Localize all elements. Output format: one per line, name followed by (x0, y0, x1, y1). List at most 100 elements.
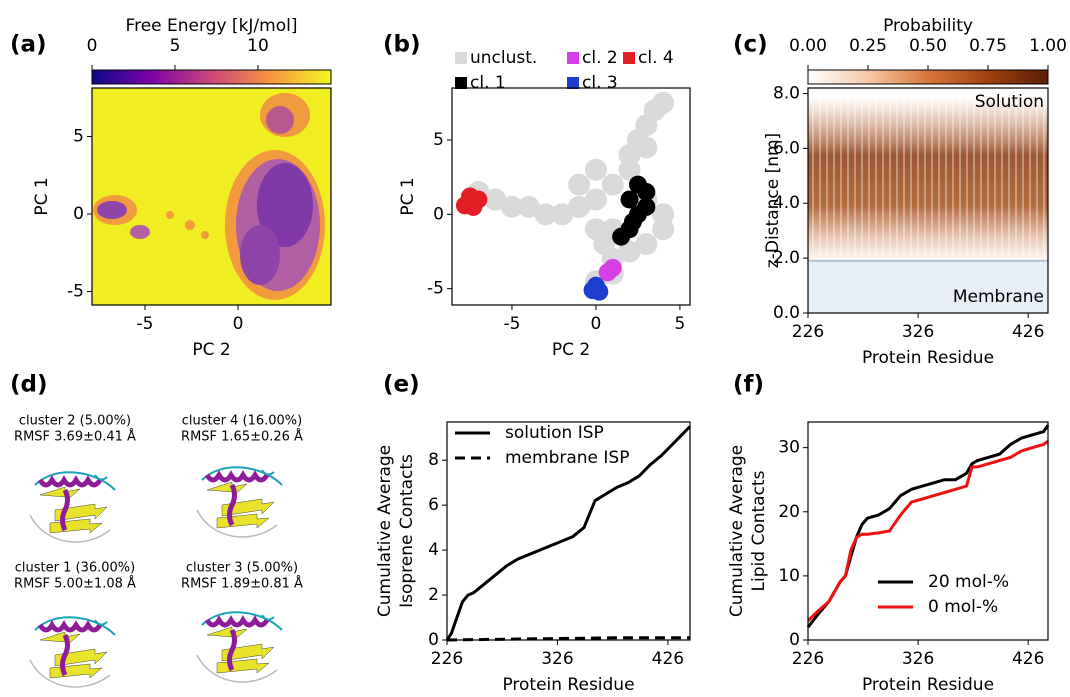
colorbar-tick-label: 1.00 (1029, 36, 1067, 56)
y-axis-label: Lipid Contacts (749, 470, 769, 591)
panel-label: (b) (383, 32, 421, 58)
colorbar-tick-label: 5 (170, 36, 181, 56)
line (808, 441, 1048, 621)
legend-label: 0 mol-% (928, 597, 998, 617)
y-tick-label: 0 (433, 204, 444, 224)
x-tick-label: 426 (1012, 322, 1044, 342)
point (652, 92, 674, 114)
panel-label: (f) (733, 372, 764, 398)
point (612, 228, 630, 246)
cluster-rmsf: RMSF 1.65±0.26 Å (181, 429, 303, 445)
legend-label: unclust. (470, 48, 537, 68)
point (637, 198, 655, 216)
panel-label: (e) (383, 372, 420, 398)
legend-label: cl. 3 (582, 73, 618, 93)
panel-label: (c) (733, 32, 768, 58)
colorbar-tick-label: 0.25 (849, 36, 887, 56)
y-tick-label: 10 (778, 566, 800, 586)
x-tick-label: 326 (541, 649, 573, 669)
cluster-rmsf: RMSF 3.69±0.41 Å (14, 429, 136, 445)
colorbar-tick-label: 0 (87, 36, 98, 56)
annotation: Solution (975, 92, 1044, 112)
legend-swatch (567, 52, 579, 64)
x-tick-label: 426 (1012, 649, 1044, 669)
point (652, 218, 674, 240)
colorbar (92, 70, 331, 84)
y-tick-label: 0 (73, 204, 84, 224)
y-tick-label: 30 (778, 438, 800, 458)
y-tick-label: 5 (433, 130, 444, 150)
y-tick-label: 6 (428, 495, 439, 515)
probability-map (808, 96, 1048, 266)
x-axis-label: PC 2 (552, 340, 590, 360)
y-axis-label: PC 1 (32, 177, 52, 215)
x-tick-label: 0 (233, 314, 244, 334)
colorbar-tick-label: 0.75 (969, 36, 1007, 56)
y-tick-label: 4 (428, 540, 439, 560)
figure: (a) (b) (c) (d) (e) (f) cluster 2 (5.00%… (0, 0, 1070, 697)
y-tick-label: 20 (778, 502, 800, 522)
y-tick-label: 8 (428, 450, 439, 470)
x-tick-label: 326 (902, 649, 934, 669)
x-axis-label: Protein Residue (502, 675, 634, 695)
colorbar (808, 70, 1048, 84)
colorbar-title: Probability (883, 16, 973, 36)
y-tick-label: 5 (73, 127, 84, 147)
cluster-title: cluster 2 (5.00%) (19, 414, 131, 429)
y-tick-label: 0 (428, 630, 439, 650)
legend-label: solution ISP (505, 423, 604, 443)
point (602, 174, 624, 196)
x-tick-label: 326 (902, 322, 934, 342)
legend-swatch (455, 77, 467, 89)
point (456, 196, 474, 214)
free-energy-map (92, 88, 331, 305)
y-axis-label: PC 1 (398, 177, 418, 215)
y-tick-label: -5 (67, 282, 84, 302)
x-axis-label: Protein Residue (862, 675, 994, 695)
point (585, 188, 607, 210)
legend-label: 20 mol-% (928, 572, 1009, 592)
point (590, 283, 608, 301)
legend-label: cl. 1 (470, 73, 506, 93)
legend-swatch (623, 52, 635, 64)
colorbar-tick-label: 0.00 (789, 36, 827, 56)
y-tick-label: 8.0 (773, 83, 800, 103)
cluster-title: cluster 3 (5.00%) (186, 561, 298, 576)
y-tick-label: 0.0 (773, 303, 800, 323)
y-tick-label: 2 (428, 585, 439, 605)
legend-label: cl. 2 (582, 48, 618, 68)
y-axis-label: Isoprene Contacts (397, 454, 417, 608)
point (635, 136, 657, 158)
colorbar-tick-label: 0.50 (909, 36, 947, 56)
legend-label: cl. 4 (638, 48, 674, 68)
x-axis-label: Protein Residue (862, 348, 994, 368)
x-axis-label: PC 2 (192, 340, 230, 360)
y-axis-label: Cumulative Average (727, 445, 747, 617)
annotation: Membrane (953, 287, 1044, 307)
y-axis-label: Cumulative Average (375, 445, 395, 617)
cluster-title: cluster 4 (16.00%) (182, 414, 302, 429)
x-tick-label: 5 (675, 314, 686, 334)
y-tick-label: 0 (789, 630, 800, 650)
point (585, 159, 607, 181)
x-tick-label: -5 (137, 314, 154, 334)
cluster-rmsf: RMSF 1.89±0.81 Å (181, 576, 303, 592)
x-tick-label: -5 (503, 314, 520, 334)
cluster-rmsf: RMSF 5.00±1.08 Å (14, 576, 136, 592)
y-tick-label: -5 (427, 279, 444, 299)
legend-swatch (567, 77, 579, 89)
legend-swatch (455, 52, 467, 64)
colorbar-tick-label: 10 (247, 36, 269, 56)
cluster-title: cluster 1 (36.00%) (15, 561, 135, 576)
panel-label: (a) (10, 32, 47, 58)
x-tick-label: 226 (792, 322, 824, 342)
y-axis-label: z-Distance [nm] (763, 133, 783, 268)
point (624, 213, 642, 231)
x-tick-label: 226 (431, 649, 463, 669)
x-tick-label: 226 (792, 649, 824, 669)
legend-label: membrane ISP (505, 448, 629, 468)
x-tick-label: 426 (652, 649, 684, 669)
point (568, 174, 590, 196)
x-tick-label: 0 (591, 314, 602, 334)
colorbar-title: Free Energy [kJ/mol] (126, 16, 298, 36)
